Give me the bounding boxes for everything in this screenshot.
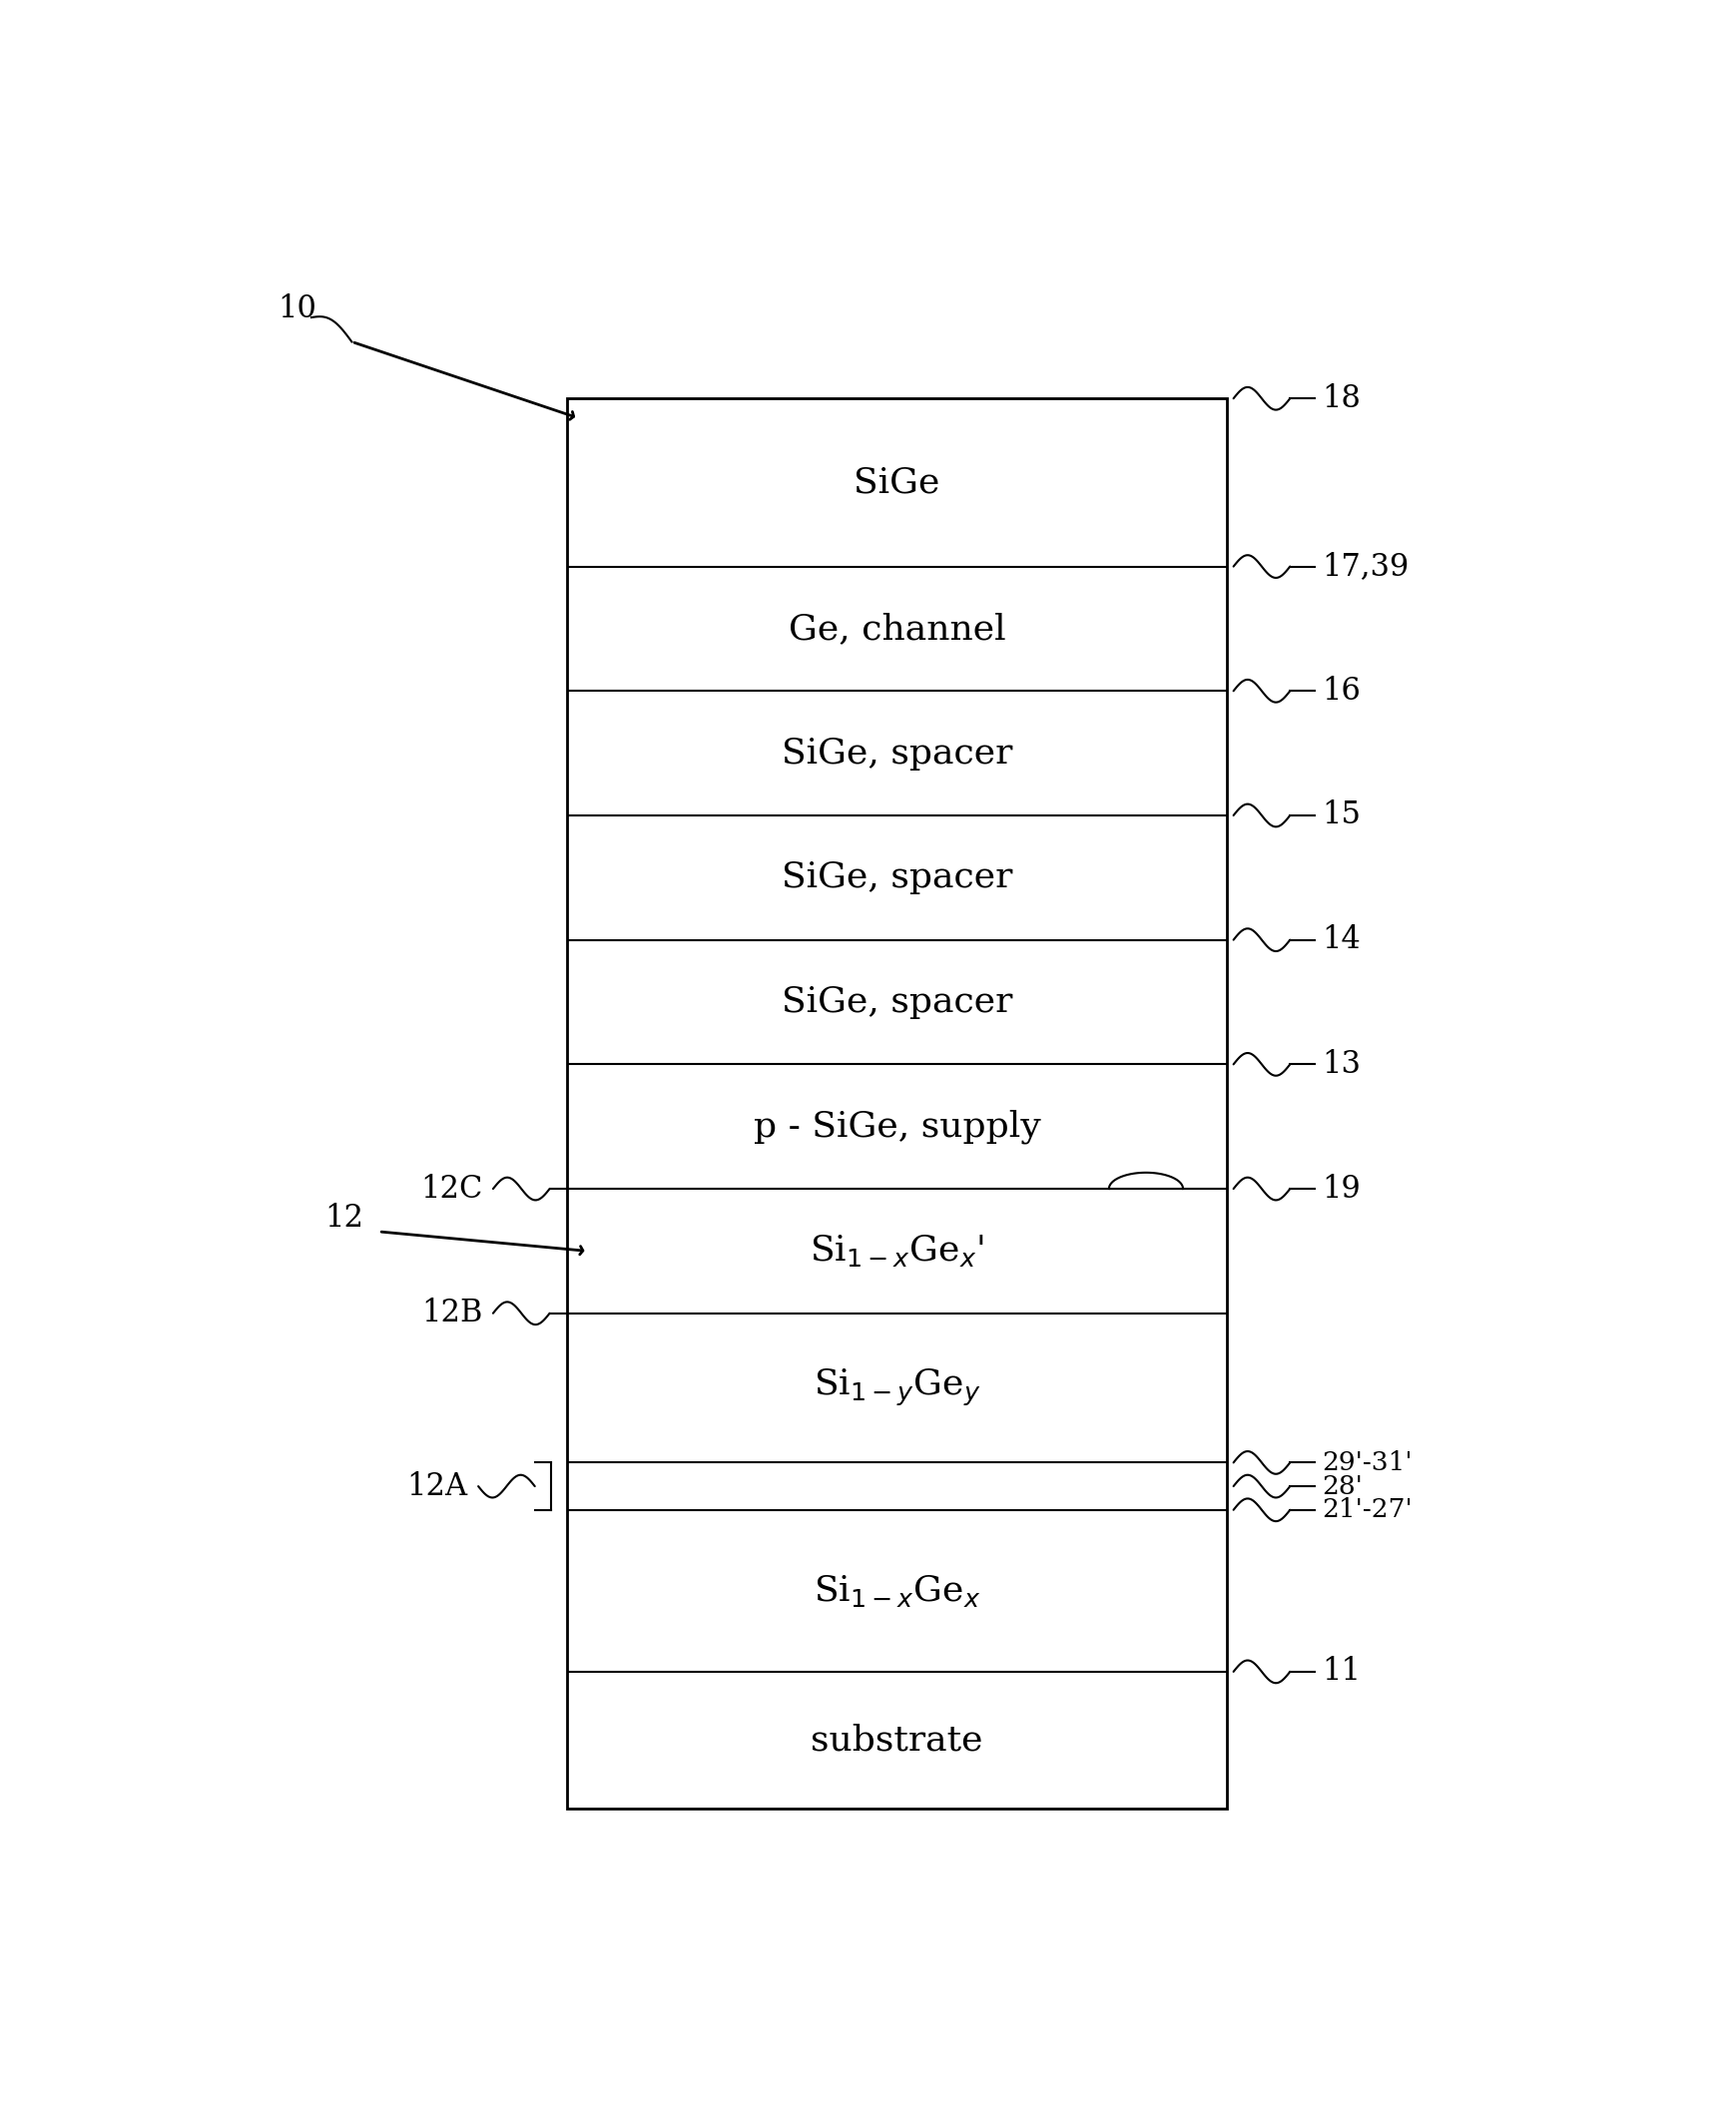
Text: 15: 15 — [1321, 800, 1361, 831]
Text: 10: 10 — [278, 295, 316, 324]
Text: 14: 14 — [1321, 924, 1361, 956]
Text: 19: 19 — [1321, 1172, 1361, 1204]
Text: 12A: 12A — [406, 1471, 467, 1501]
Text: Si$_{1-x}$Ge$_x$: Si$_{1-x}$Ge$_x$ — [812, 1572, 981, 1608]
Text: p - SiGe, supply: p - SiGe, supply — [753, 1109, 1040, 1143]
Text: 12B: 12B — [420, 1299, 483, 1328]
Text: SiGe, spacer: SiGe, spacer — [781, 985, 1012, 1019]
Text: 13: 13 — [1321, 1048, 1361, 1080]
Bar — [566, 398, 1226, 1808]
Text: SiGe, spacer: SiGe, spacer — [781, 861, 1012, 895]
Text: 17,39: 17,39 — [1321, 552, 1408, 581]
Text: 18: 18 — [1321, 383, 1361, 415]
Text: 11: 11 — [1321, 1657, 1361, 1688]
Text: 29'-31': 29'-31' — [1321, 1450, 1411, 1476]
Text: SiGe: SiGe — [854, 465, 939, 499]
Text: SiGe, spacer: SiGe, spacer — [781, 737, 1012, 770]
Text: Ge, channel: Ge, channel — [788, 613, 1005, 646]
Text: 16: 16 — [1321, 676, 1361, 707]
Text: 21'-27': 21'-27' — [1321, 1497, 1411, 1522]
Text: 28': 28' — [1321, 1474, 1363, 1499]
Text: Si$_{1-x}$Ge$_x$': Si$_{1-x}$Ge$_x$' — [809, 1234, 984, 1269]
Text: 12C: 12C — [420, 1172, 483, 1204]
Text: 12: 12 — [325, 1204, 363, 1234]
Text: substrate: substrate — [811, 1724, 983, 1758]
Text: Si$_{1-y}$Ge$_y$: Si$_{1-y}$Ge$_y$ — [812, 1368, 981, 1408]
